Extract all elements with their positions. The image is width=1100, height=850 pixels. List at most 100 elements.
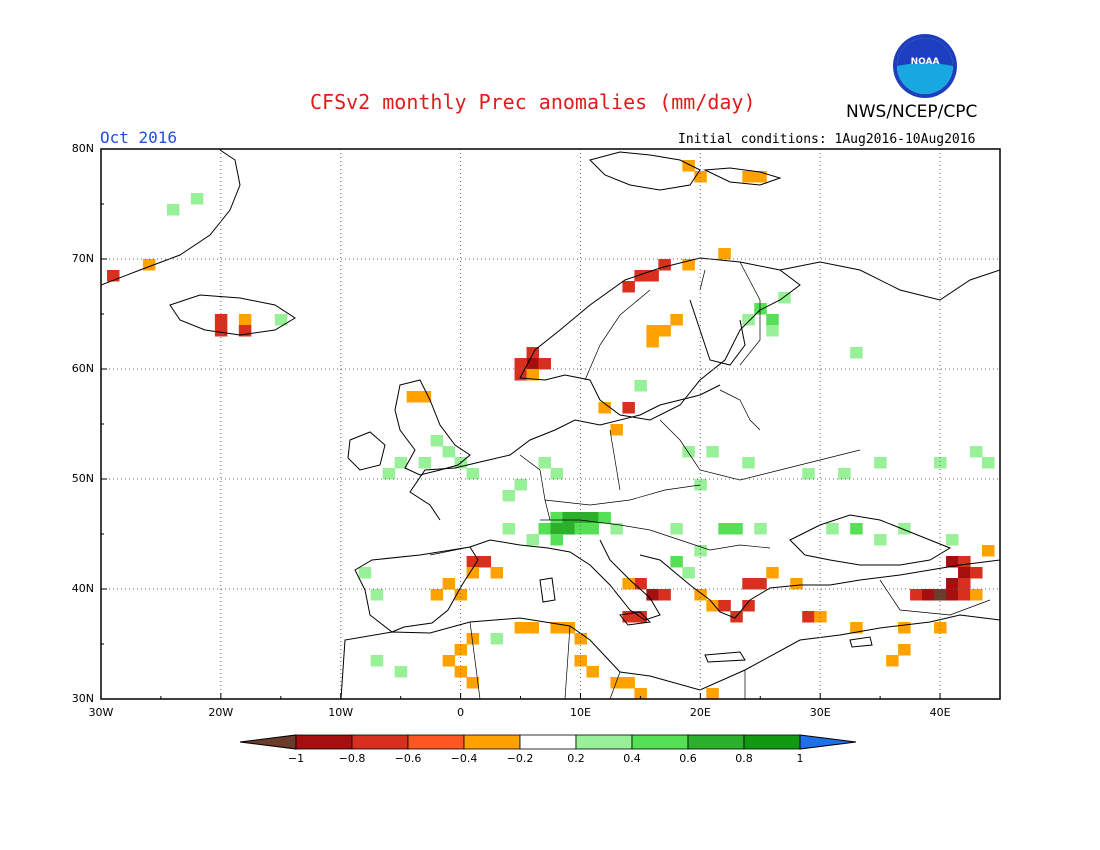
anomaly-cell (214, 325, 228, 337)
anomaly-cell (958, 578, 971, 590)
anomaly-cell (370, 589, 384, 601)
anomaly-cell (622, 677, 635, 689)
anomaly-cell (418, 457, 432, 469)
anomaly-cell (190, 193, 204, 205)
anomaly-cell (658, 259, 671, 271)
anomaly-cell (526, 369, 540, 381)
anomaly-cell (610, 424, 623, 436)
anomaly-cell (490, 633, 504, 645)
anomaly-cell (706, 446, 719, 458)
colorbar-arrow-low (239, 734, 297, 750)
anomaly-cell (478, 556, 492, 568)
colorbar-segment (575, 734, 633, 750)
colorbar-arrow-high (799, 734, 857, 750)
anomaly-cell (550, 622, 563, 634)
coast-france-italy (469, 539, 661, 621)
anomaly-cell (706, 688, 719, 699)
anomaly-cell (898, 622, 911, 634)
anomaly-cell (718, 600, 731, 612)
anomaly-cell (682, 160, 695, 172)
anomaly-cell (802, 468, 815, 480)
anomaly-cell (358, 567, 372, 579)
coast-crete (704, 651, 746, 663)
anomaly-cell (850, 347, 863, 359)
anomaly-cell (634, 578, 647, 590)
anomaly-cell (538, 457, 551, 469)
coast-balkans (639, 554, 1000, 619)
organization-label: NWS/NCEP/CPC (846, 102, 978, 122)
border-baltic (719, 389, 761, 431)
chart-title: CFSv2 monthly Prec anomalies (mm/day) (310, 90, 756, 114)
coast-cyprus (849, 636, 873, 648)
anomaly-cell (766, 314, 779, 326)
lat-label: 80N (71, 142, 94, 155)
anomaly-cell (466, 677, 480, 689)
anomaly-cell (970, 567, 983, 579)
coast-black-sea (789, 514, 952, 566)
anomaly-cell (754, 523, 767, 535)
anomaly-cell (586, 666, 599, 678)
colorbar-label: 1 (796, 752, 804, 765)
anomaly-cell (934, 457, 947, 469)
coastlines (101, 149, 1000, 699)
colorbar-segment (519, 734, 577, 750)
coast-svalbard (589, 151, 701, 191)
lon-label: 10E (569, 706, 591, 719)
lon-label: 20E (689, 706, 711, 719)
lat-label: 40N (71, 582, 94, 595)
colorbar-label: 0.8 (735, 752, 753, 765)
forecast-month: Oct 2016 (100, 128, 178, 147)
anomaly-cell (946, 556, 959, 568)
initial-conditions: Initial conditions: 1Aug2016-10Aug2016 (678, 132, 976, 147)
anomaly-cell (898, 644, 911, 656)
border-africa-1 (469, 621, 481, 699)
anomaly-cell (970, 446, 983, 458)
anomaly-cell (466, 556, 480, 568)
coast-britain (394, 379, 471, 476)
anomaly-cell (682, 567, 695, 579)
colorbar-segment (351, 734, 409, 750)
anomaly-cell (442, 655, 456, 667)
anomaly-cell (946, 589, 959, 601)
anomaly-cell (574, 655, 587, 667)
anomaly-cell (598, 402, 611, 414)
anomaly-cell (382, 468, 396, 480)
anomaly-cell (418, 391, 432, 403)
colorbar-segment (463, 734, 521, 750)
coast-iceland (169, 294, 296, 336)
anomaly-cell (886, 655, 899, 667)
anomaly-cell (526, 534, 540, 546)
anomaly-cell (934, 589, 947, 601)
anomaly-cell (718, 523, 731, 535)
anomaly-cell (922, 589, 935, 601)
lon-label: 40E (929, 706, 951, 719)
colorbar-segment (407, 734, 465, 750)
lon-label: 30W (88, 706, 114, 719)
border-africa-3 (609, 671, 621, 699)
colorbar-label: −1 (287, 752, 305, 765)
coast-scandinavia (519, 257, 801, 421)
colorbar-segment (631, 734, 689, 750)
anomaly-cell (802, 611, 815, 623)
border-east (659, 419, 861, 481)
anomaly-cell (586, 512, 599, 524)
anomaly-cell (946, 578, 959, 590)
anomaly-cell (706, 600, 719, 612)
anomaly-cell (562, 622, 575, 634)
anomaly-cell (622, 281, 635, 293)
anomaly-cell (550, 523, 563, 535)
anomaly-cell (394, 666, 408, 678)
anomaly-cell (946, 534, 959, 546)
anomaly-cell (538, 358, 551, 370)
anomaly-cell (958, 556, 971, 568)
anomaly-cell (442, 446, 456, 458)
coast-atlantic (409, 384, 721, 521)
anomaly-cell (850, 523, 863, 535)
lon-label: 10W (328, 706, 354, 719)
anomaly-cell (658, 325, 671, 337)
anomaly-cell (742, 600, 755, 612)
coast-iberia (354, 546, 479, 633)
anomaly-cell (898, 523, 911, 535)
anomaly-cell (454, 589, 468, 601)
anomaly-cell (466, 468, 480, 480)
